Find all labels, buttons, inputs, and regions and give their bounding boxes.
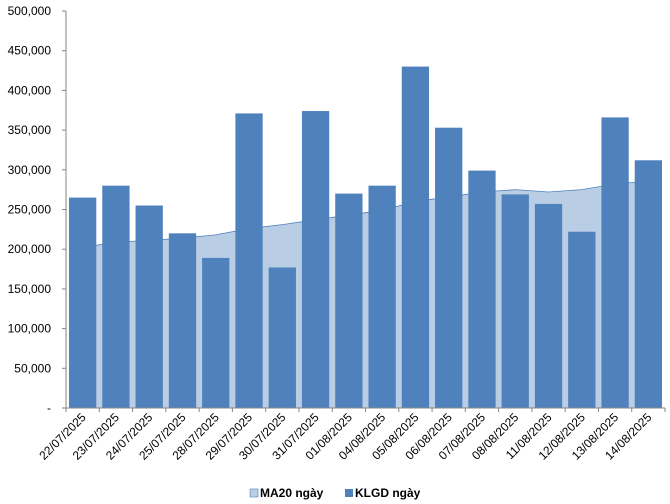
volume-bar bbox=[68, 197, 97, 408]
legend: MA20 ngày KLGD ngày bbox=[249, 486, 421, 500]
y-tick-label: 100,000 bbox=[8, 322, 52, 336]
volume-bar bbox=[335, 193, 363, 408]
y-tick-label: - bbox=[47, 401, 51, 415]
volume-bar bbox=[268, 267, 296, 408]
volume-bar bbox=[368, 185, 396, 408]
y-tick-labels: - 50,000 100,000 150,000 200,000 250,000 300,0… bbox=[8, 4, 52, 415]
volume-bar bbox=[568, 231, 596, 408]
y-tick-label: 150,000 bbox=[8, 282, 52, 296]
ma20-area bbox=[82, 180, 649, 408]
volume-bar bbox=[235, 113, 263, 409]
volume-bar bbox=[102, 185, 130, 408]
y-tick-label: 350,000 bbox=[8, 123, 52, 137]
volume-bar bbox=[401, 66, 430, 408]
axis-layer bbox=[62, 10, 666, 412]
legend-label-ma20: MA20 ngày bbox=[260, 486, 324, 500]
y-tick-label: 300,000 bbox=[8, 163, 52, 177]
x-tick-labels: 22/07/202523/07/202524/07/202525/07/2025… bbox=[36, 410, 654, 463]
volume-bar bbox=[634, 160, 663, 408]
ma20-area-layer bbox=[82, 180, 649, 408]
legend-label-klgd: KLGD ngày bbox=[355, 486, 421, 500]
volume-bar bbox=[135, 205, 163, 408]
volume-bar bbox=[168, 233, 197, 408]
volume-bar bbox=[534, 203, 563, 408]
y-tick-label: 50,000 bbox=[14, 361, 51, 375]
volume-bar bbox=[501, 194, 529, 408]
volume-bar-layer bbox=[68, 66, 663, 409]
y-tick-label: 250,000 bbox=[8, 203, 52, 217]
volume-bar bbox=[601, 117, 629, 409]
y-tick-label: 400,000 bbox=[8, 83, 52, 97]
volume-bar bbox=[202, 257, 230, 408]
volume-bar bbox=[301, 111, 330, 408]
legend-swatch-ma20 bbox=[249, 488, 259, 498]
volume-bar bbox=[435, 127, 463, 408]
y-tick-label: 500,000 bbox=[8, 4, 52, 18]
legend-swatch-klgd bbox=[345, 489, 353, 497]
y-tick-label: 200,000 bbox=[8, 242, 52, 256]
volume-bar bbox=[468, 170, 496, 408]
y-tick-label: 450,000 bbox=[8, 44, 52, 58]
